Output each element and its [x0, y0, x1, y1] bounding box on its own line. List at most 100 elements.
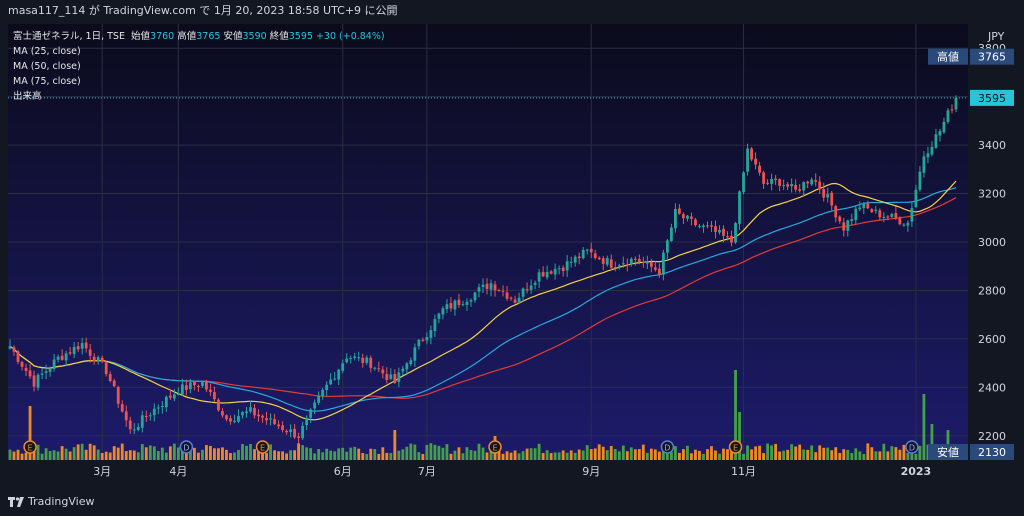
event-marker-circle: [179, 440, 194, 454]
candle-body: [810, 179, 814, 185]
volume-bar: [894, 447, 898, 460]
candle-body: [657, 268, 661, 275]
candle-body: [934, 134, 938, 148]
volume-bar: [842, 449, 846, 460]
candle: [621, 256, 625, 268]
candle-body: [353, 356, 357, 358]
candle-body: [577, 256, 581, 259]
candle-body: [926, 153, 930, 158]
volume-bar: [128, 450, 132, 460]
candle-body: [333, 378, 337, 380]
indicator-ma50[interactable]: MA (50, close): [13, 61, 81, 72]
candle-body: [641, 261, 645, 263]
candle: [918, 165, 922, 192]
volume-bar: [353, 446, 357, 460]
candle-body: [453, 300, 457, 310]
candle-body: [870, 209, 874, 213]
x-tick-label: 9月: [582, 465, 600, 478]
candle-body: [710, 225, 713, 227]
candle-body: [585, 249, 589, 251]
candle: [493, 280, 497, 297]
volume-bar: [637, 449, 641, 460]
event-marker-letter: D: [183, 444, 189, 453]
candle: [906, 220, 910, 232]
volume-bar: [565, 452, 569, 460]
price-tag-value-bg: [970, 89, 1014, 106]
indicator-ma75[interactable]: MA (75, close): [13, 76, 81, 87]
volume-bar: [305, 447, 309, 460]
candle: [850, 213, 854, 226]
candle: [834, 204, 838, 223]
candle-body: [770, 178, 774, 184]
candle-body: [349, 358, 353, 360]
candle: [878, 208, 882, 221]
candle: [902, 223, 906, 227]
candle: [180, 378, 184, 397]
volume-bar: [882, 443, 886, 460]
volume-bar: [541, 453, 545, 460]
volume-bar: [846, 449, 850, 460]
candle: [866, 200, 870, 210]
candle-body: [176, 393, 180, 395]
volume-bar: [914, 453, 918, 460]
volume-bar: [605, 450, 609, 460]
candle-body: [894, 213, 898, 219]
price-tag-label: 高値: [937, 50, 959, 64]
candle: [569, 256, 573, 268]
x-tick-label: 7月: [418, 465, 436, 478]
candle: [830, 190, 834, 211]
candle: [645, 255, 649, 269]
candle: [241, 411, 244, 419]
candle: [72, 341, 76, 359]
candle: [706, 221, 709, 229]
candle-body: [822, 189, 826, 198]
time-axis[interactable]: [8, 460, 968, 488]
candle-body: [798, 189, 802, 191]
volume-bar: [589, 449, 593, 460]
candle-body: [421, 339, 425, 341]
volume-bar: [24, 452, 28, 460]
symbol-name[interactable]: 富士通ゼネラル, 1日, TSE: [13, 31, 125, 42]
indicator-ma25[interactable]: MA (25, close): [13, 46, 81, 57]
volume-bar: [802, 449, 806, 460]
volume-bar: [473, 450, 477, 460]
candle-body: [734, 223, 737, 243]
candle-body: [433, 319, 437, 332]
candle: [601, 256, 605, 271]
candle: [669, 223, 673, 242]
candle-body: [108, 374, 112, 382]
candle-body: [449, 303, 453, 309]
candle-body: [521, 288, 525, 297]
volume-bar: [501, 453, 505, 460]
candle: [124, 405, 128, 427]
volume-bar: [621, 445, 625, 460]
candle: [329, 373, 333, 386]
volume-bar: [629, 447, 633, 460]
volume-bar: [52, 450, 56, 460]
volume-bar: [309, 448, 313, 460]
candle-body: [569, 261, 573, 263]
candle-body: [369, 357, 373, 368]
candle: [581, 247, 585, 260]
volume-bar: [136, 452, 140, 460]
candle: [774, 175, 778, 185]
candle: [469, 298, 473, 307]
candle-body: [16, 351, 20, 362]
indicator-volume[interactable]: 出来高: [13, 91, 42, 102]
candle-body: [782, 185, 786, 187]
volume-bar: [561, 450, 565, 460]
candle: [926, 146, 930, 164]
volume-bar: [152, 446, 156, 460]
volume-bar: [205, 445, 208, 460]
candle: [24, 363, 28, 376]
volume-bar: [176, 447, 180, 460]
volume-bar: [513, 450, 517, 460]
volume-bar: [60, 446, 64, 460]
candle: [914, 184, 918, 208]
candle-body: [678, 208, 681, 214]
volume-bar: [457, 447, 461, 460]
candle: [802, 181, 806, 196]
candle-body: [321, 389, 325, 397]
